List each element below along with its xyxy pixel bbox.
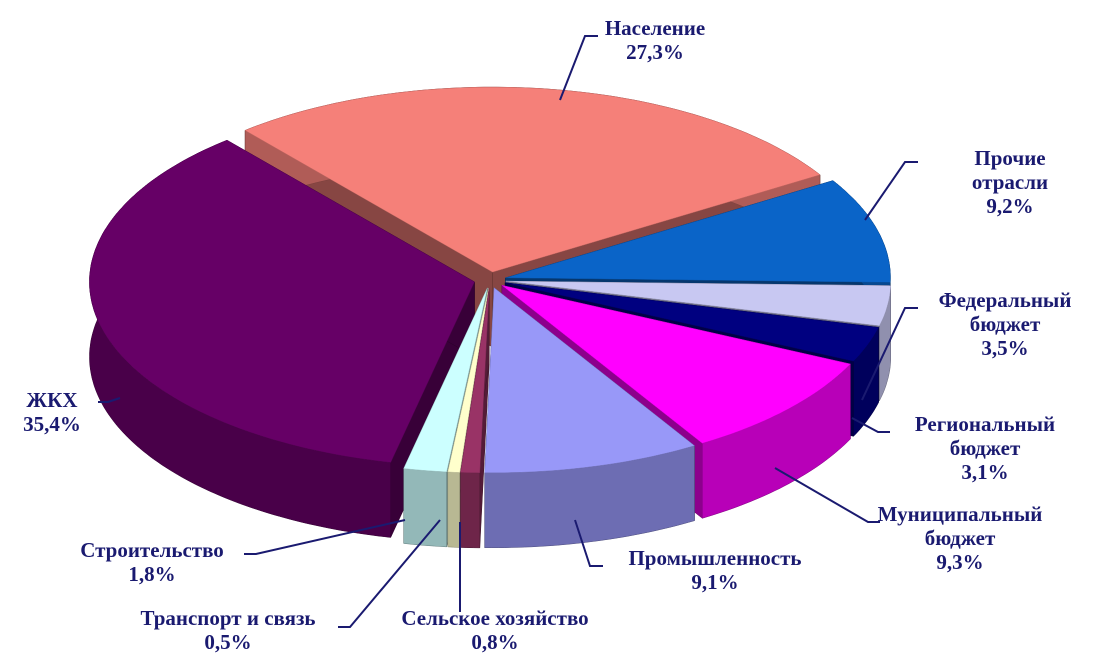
slice: [505, 280, 891, 327]
leader-line: [574, 519, 603, 567]
slice-value: 27,3%: [626, 40, 684, 64]
leader-line: [774, 467, 880, 523]
slice-label: Строительство 1,8%: [80, 538, 224, 586]
leader-line: [864, 161, 918, 221]
slice-label: ЖКХ 35,4%: [23, 388, 81, 436]
slice-value: 9,3%: [936, 550, 984, 574]
slice: [460, 287, 490, 474]
slice-label: Население 27,3%: [605, 16, 705, 64]
slice-label: Федеральный бюджет 3,5%: [939, 288, 1072, 360]
leader-line: [338, 519, 441, 628]
slice-label: Транспорт и связь 0,5%: [140, 606, 315, 654]
slice-name: Строительство: [80, 538, 224, 562]
slice-label: Промышленность 9,1%: [628, 546, 801, 594]
slice-value: 9,2%: [986, 194, 1034, 218]
slice: [484, 287, 696, 473]
leader-line: [861, 307, 918, 401]
slice-name: Прочие отрасли: [971, 146, 1049, 194]
slice-value: 35,4%: [23, 412, 81, 436]
leader-line: [559, 35, 598, 101]
slice: [501, 285, 851, 444]
slice-name: Федеральный бюджет: [938, 288, 1072, 336]
slice-label: Региональный бюджет 3,1%: [915, 412, 1055, 484]
slice-wall: [447, 471, 461, 548]
slice-name: Сельское хозяйство: [401, 606, 589, 630]
slice-value: 3,5%: [981, 336, 1029, 360]
slice-label: Муниципальный бюджет 9,3%: [878, 502, 1043, 574]
slice-name: Региональный бюджет: [914, 412, 1056, 460]
slice-name: Муниципальный бюджет: [877, 502, 1043, 550]
slice-value: 0,5%: [204, 630, 252, 654]
slice-value: 9,1%: [691, 570, 739, 594]
slice-wall: [460, 472, 481, 549]
slice: [244, 86, 821, 273]
leader-line: [98, 397, 121, 403]
slice-name: ЖКХ: [26, 388, 78, 412]
slice-wall: [403, 468, 447, 548]
slice: [505, 282, 879, 362]
slice-label: Сельское хозяйство 0,8%: [401, 606, 588, 654]
slice-label: Прочие отрасли 9,2%: [962, 146, 1059, 218]
slice-name: Транспорт и связь: [140, 606, 316, 630]
slice-value: 0,8%: [471, 630, 519, 654]
slice-value: 1,8%: [128, 562, 176, 586]
slice: [89, 139, 475, 463]
slice: [403, 287, 488, 473]
leader-line: [851, 417, 890, 433]
slice-name: Население: [604, 16, 706, 40]
slice-value: 3,1%: [961, 460, 1009, 484]
slice: [505, 180, 891, 283]
slice-name: Промышленность: [628, 546, 802, 570]
leader-line: [244, 519, 406, 555]
slice: [447, 287, 489, 473]
